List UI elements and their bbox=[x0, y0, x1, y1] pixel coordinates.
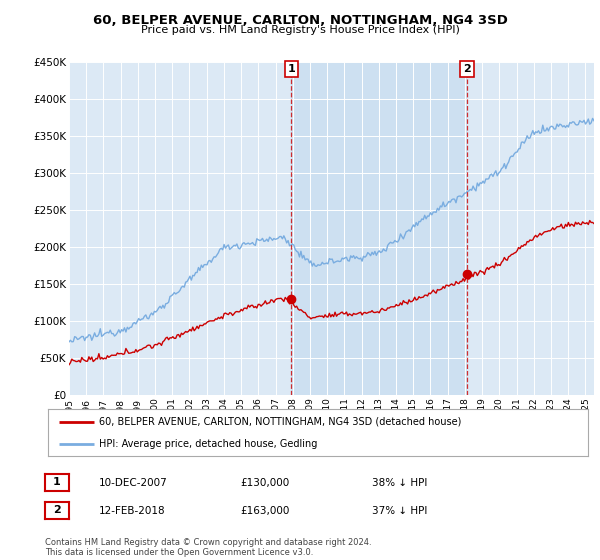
Text: 1: 1 bbox=[53, 477, 61, 487]
Text: 38% ↓ HPI: 38% ↓ HPI bbox=[372, 478, 427, 488]
Text: £163,000: £163,000 bbox=[240, 506, 289, 516]
Text: HPI: Average price, detached house, Gedling: HPI: Average price, detached house, Gedl… bbox=[100, 438, 317, 449]
Text: 2: 2 bbox=[53, 505, 61, 515]
Bar bbox=[292, 62, 467, 395]
Text: 37% ↓ HPI: 37% ↓ HPI bbox=[372, 506, 427, 516]
Text: 10-DEC-2007: 10-DEC-2007 bbox=[99, 478, 168, 488]
Text: Contains HM Land Registry data © Crown copyright and database right 2024.
This d: Contains HM Land Registry data © Crown c… bbox=[45, 538, 371, 557]
Text: 1: 1 bbox=[287, 64, 295, 74]
Text: 12-FEB-2018: 12-FEB-2018 bbox=[99, 506, 166, 516]
Text: Price paid vs. HM Land Registry's House Price Index (HPI): Price paid vs. HM Land Registry's House … bbox=[140, 25, 460, 35]
Text: £130,000: £130,000 bbox=[240, 478, 289, 488]
Text: 2: 2 bbox=[463, 64, 471, 74]
Text: 60, BELPER AVENUE, CARLTON, NOTTINGHAM, NG4 3SD: 60, BELPER AVENUE, CARLTON, NOTTINGHAM, … bbox=[92, 14, 508, 27]
Text: 60, BELPER AVENUE, CARLTON, NOTTINGHAM, NG4 3SD (detached house): 60, BELPER AVENUE, CARLTON, NOTTINGHAM, … bbox=[100, 417, 461, 427]
